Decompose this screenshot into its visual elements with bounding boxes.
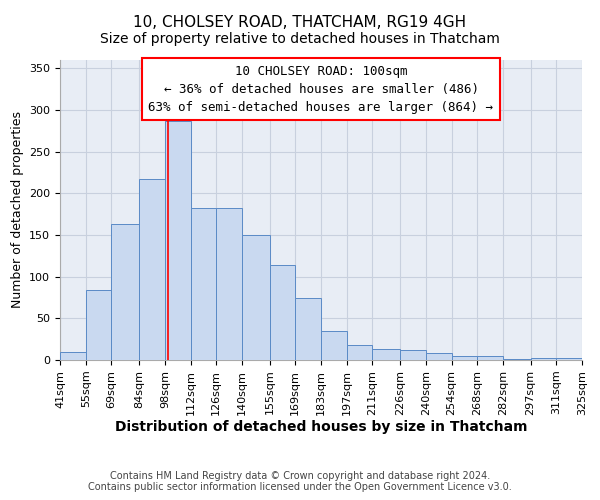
Bar (321, 331, 347, 360)
Bar (556, 358, 582, 360)
Text: Size of property relative to detached houses in Thatcham: Size of property relative to detached ho… (100, 32, 500, 46)
Bar (242, 235, 269, 360)
Bar (400, 350, 426, 360)
Bar (452, 356, 477, 360)
Bar (477, 356, 503, 360)
Bar (191, 208, 216, 360)
Bar (373, 349, 400, 360)
Bar (295, 298, 321, 360)
Bar (503, 359, 530, 360)
Text: 10 CHOLSEY ROAD: 100sqm
← 36% of detached houses are smaller (486)
63% of semi-d: 10 CHOLSEY ROAD: 100sqm ← 36% of detache… (149, 64, 493, 114)
Bar (216, 208, 242, 360)
Bar (165, 121, 191, 360)
Bar (60, 352, 86, 360)
Y-axis label: Number of detached properties: Number of detached properties (11, 112, 23, 308)
Bar (530, 358, 556, 360)
Bar (426, 354, 452, 360)
Bar (347, 345, 373, 360)
Bar (269, 265, 295, 360)
Text: Contains HM Land Registry data © Crown copyright and database right 2024.
Contai: Contains HM Land Registry data © Crown c… (88, 471, 512, 492)
Bar (86, 290, 112, 360)
X-axis label: Distribution of detached houses by size in Thatcham: Distribution of detached houses by size … (115, 420, 527, 434)
Bar (139, 179, 165, 360)
Bar (112, 224, 139, 360)
Text: 10, CHOLSEY ROAD, THATCHAM, RG19 4GH: 10, CHOLSEY ROAD, THATCHAM, RG19 4GH (133, 15, 467, 30)
